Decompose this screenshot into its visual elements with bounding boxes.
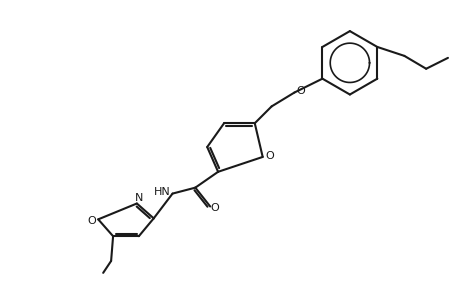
Text: O: O bbox=[265, 151, 274, 161]
Text: HN: HN bbox=[153, 187, 170, 196]
Text: N: N bbox=[134, 193, 143, 202]
Text: O: O bbox=[87, 216, 95, 226]
Text: O: O bbox=[295, 85, 304, 96]
Text: O: O bbox=[210, 203, 219, 214]
